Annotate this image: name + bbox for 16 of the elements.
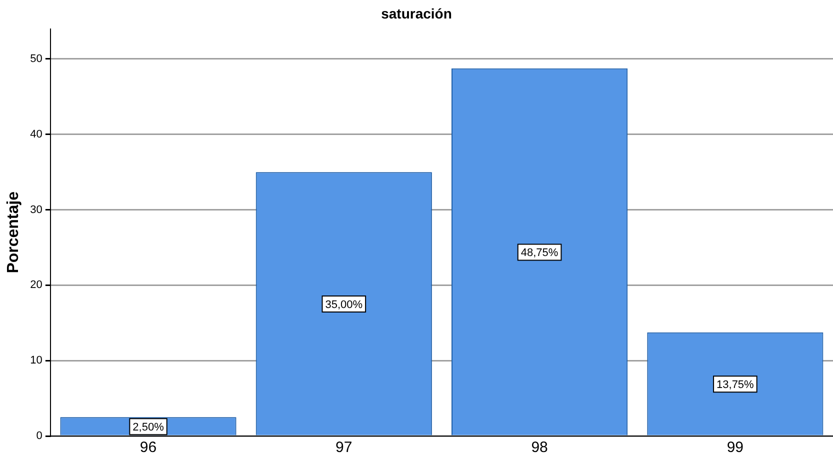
y-tick-label: 30 bbox=[30, 204, 42, 216]
x-tick-label: 98 bbox=[531, 439, 548, 456]
y-tick-label: 40 bbox=[30, 128, 42, 140]
y-tick-label: 20 bbox=[30, 279, 42, 292]
data-label: 13,75% bbox=[716, 379, 754, 392]
data-label: 35,00% bbox=[325, 299, 363, 312]
data-label: 48,75% bbox=[520, 247, 558, 260]
y-tick-label: 10 bbox=[30, 354, 42, 367]
y-tick-label: 0 bbox=[36, 430, 42, 442]
data-label: 2,50% bbox=[132, 422, 164, 434]
y-tick-label: 50 bbox=[30, 52, 42, 65]
y-axis-title: Porcentaje bbox=[5, 191, 22, 274]
chart-title: saturación bbox=[381, 5, 452, 22]
x-tick-label: 99 bbox=[726, 439, 744, 456]
x-tick-label: 96 bbox=[140, 439, 157, 456]
x-tick-label: 97 bbox=[336, 439, 352, 456]
